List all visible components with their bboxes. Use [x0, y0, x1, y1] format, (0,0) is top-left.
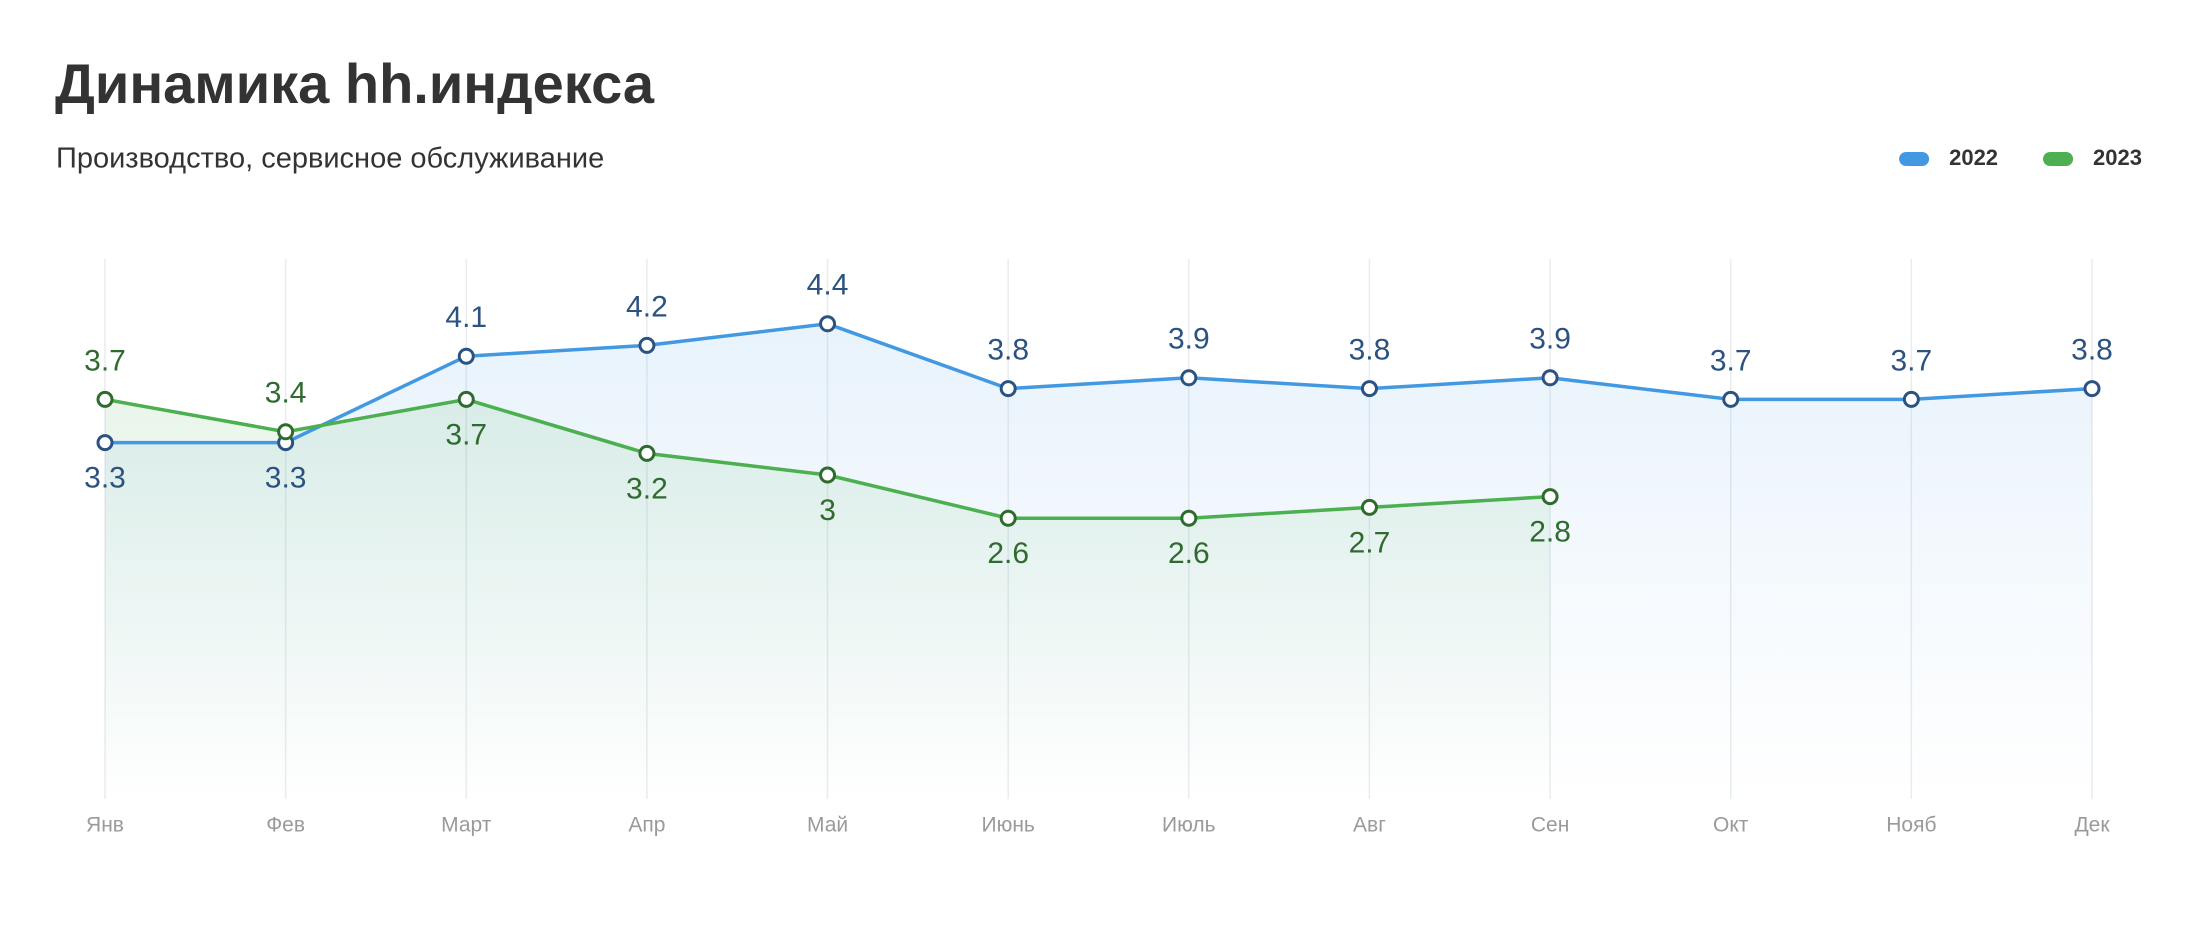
point [1902, 390, 1920, 408]
data-label: 3.7 [1710, 344, 1752, 377]
data-label: 3.3 [265, 462, 307, 495]
point [2083, 380, 2101, 398]
point [457, 347, 475, 365]
point [1360, 380, 1378, 398]
x-tick-label: Сен [1531, 814, 1569, 837]
point [277, 423, 295, 441]
point [1541, 369, 1559, 387]
point [638, 444, 656, 462]
data-label: 4.2 [626, 290, 668, 323]
point [1360, 498, 1378, 516]
x-tick-label: Авг [1353, 814, 1386, 837]
point [457, 390, 475, 408]
data-label: 3.9 [1168, 323, 1210, 356]
x-tick-label: Май [807, 814, 848, 837]
data-label: 3.8 [987, 334, 1029, 367]
point [999, 509, 1017, 527]
x-tick-label: Нояб [1886, 814, 1936, 837]
legend-label: 2022 [1949, 145, 1998, 170]
x-tick-label: Янв [86, 814, 124, 837]
point [96, 434, 114, 452]
data-label: 3.3 [84, 462, 126, 495]
chart-title: Динамика hh.индекса [55, 52, 655, 115]
legend-label: 2023 [2093, 145, 2142, 170]
data-label: 3.8 [1349, 334, 1391, 367]
x-tick-label: Окт [1713, 814, 1749, 837]
legend-swatch [1899, 152, 1930, 166]
data-label: 4.4 [807, 269, 849, 302]
point [819, 466, 837, 484]
data-label: 2.6 [1168, 537, 1210, 570]
area [105, 399, 1551, 799]
point [96, 390, 114, 408]
line [105, 322, 2093, 445]
chart-subtitle: Производство, сервисное обслуживание [56, 143, 604, 175]
data-label: 3.9 [1529, 323, 1571, 356]
data-label: 2.6 [987, 537, 1029, 570]
legend-swatch [2043, 152, 2074, 166]
data-label: 2.8 [1529, 516, 1571, 549]
data-label: 3.7 [1891, 344, 1933, 377]
point [819, 315, 837, 333]
data-label: 3 [819, 494, 836, 527]
data-label: 3.4 [265, 377, 307, 410]
point [999, 380, 1017, 398]
point [638, 336, 656, 354]
x-tick-label: Фев [266, 814, 305, 837]
data-label: 2.7 [1349, 526, 1391, 559]
point [1180, 369, 1198, 387]
data-label: 3.8 [2071, 334, 2113, 367]
x-tick-label: Апр [628, 814, 665, 837]
data-label: 4.1 [445, 301, 487, 334]
data-label: 3.7 [445, 418, 487, 451]
point [1722, 390, 1740, 408]
x-tick-label: Июнь [981, 814, 1034, 837]
data-label: 3.2 [626, 472, 668, 505]
point [1541, 488, 1559, 506]
point [1180, 509, 1198, 527]
x-tick-label: Дек [2074, 814, 2110, 837]
x-tick-label: Март [441, 814, 492, 837]
data-label: 3.7 [84, 344, 126, 377]
x-tick-label: Июль [1162, 814, 1216, 837]
